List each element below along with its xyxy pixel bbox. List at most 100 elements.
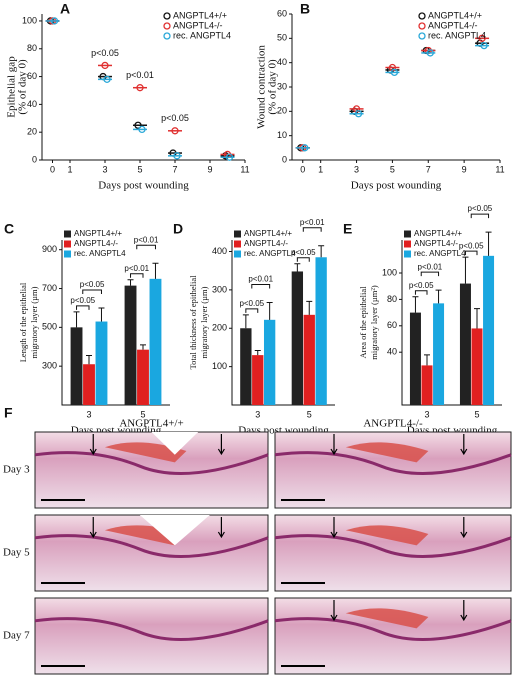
error-bar [98, 307, 105, 322]
y-tick-label: 40 [387, 347, 397, 357]
legend-label: ANGPTL4+/+ [414, 229, 462, 238]
scab [345, 608, 429, 629]
panel-label: C [4, 221, 14, 237]
y-tick-label: 100 [22, 15, 37, 25]
y-tick-label: 0 [32, 154, 37, 164]
y-tick-label: 100 [212, 361, 227, 371]
x-tick-label: 7 [172, 164, 177, 174]
significance-bracket [82, 289, 102, 294]
legend-label: rec. ANGPTL4 [74, 249, 126, 258]
x-tick-label: 3 [102, 164, 107, 174]
legend-label: ANGPTL4+/+ [173, 10, 227, 20]
x-tick-label: 7 [426, 164, 431, 174]
bar [303, 314, 315, 405]
error-bar [412, 296, 419, 313]
legend-label: rec. ANGPTL4 [414, 249, 466, 258]
y-tick-label: 20 [277, 106, 287, 116]
legend-swatch [64, 250, 71, 258]
legend-label: rec. ANGPTL4 [173, 30, 231, 40]
bar [149, 278, 162, 405]
legend-label: ANGPTL4-/- [428, 20, 478, 30]
significance-bracket [76, 305, 90, 310]
arrow [460, 434, 468, 456]
annotation: p<0.05 [468, 204, 493, 213]
column-header: ANGPTL4-/- [363, 418, 423, 430]
arrow [217, 434, 225, 456]
significance-bracket [302, 227, 322, 232]
annotation: p<0.05 [239, 299, 264, 308]
y-tick-label: 40 [27, 99, 37, 109]
x-tick-label: 1 [67, 164, 72, 174]
error-bar [474, 308, 480, 329]
x-axis-label: Days post wounding [351, 180, 442, 192]
error-bar [266, 302, 273, 320]
legend-label: rec. ANGPTL4 [244, 249, 296, 258]
annotation: p<0.05 [91, 48, 119, 58]
annotation: p<0.01 [248, 275, 273, 284]
annotation: p<0.01 [124, 264, 149, 273]
bar [483, 255, 495, 405]
legend-swatch [404, 250, 411, 258]
annotation: p<0.01 [418, 262, 443, 271]
scab [104, 442, 187, 463]
gap [139, 515, 210, 546]
bar [70, 327, 83, 405]
y-tick-label: 200 [212, 323, 227, 333]
significance-bracket [470, 213, 490, 219]
x-tick-label: 11 [240, 164, 249, 174]
bar [291, 271, 304, 405]
y-tick-label: 30 [277, 81, 287, 91]
error-bar [435, 289, 442, 304]
x-tick-label: 5 [390, 164, 395, 174]
annotation: p<0.05 [291, 248, 316, 257]
legend-marker [163, 12, 171, 20]
epidermis [274, 534, 512, 558]
bar [83, 364, 95, 405]
y-tick-label: 500 [42, 322, 57, 332]
column-header: ANGPTL4+/+ [119, 418, 183, 430]
panel-label: B [300, 1, 310, 17]
legend-marker [163, 32, 171, 40]
arrow [460, 517, 468, 539]
legend-swatch [234, 240, 241, 248]
panel-label: E [343, 221, 352, 237]
y-tick-label: 20 [27, 127, 37, 137]
arrow [460, 600, 468, 622]
legend-label: ANGPTL4+/+ [244, 229, 292, 238]
bar [315, 257, 327, 405]
bar [433, 303, 445, 405]
bar [252, 355, 264, 405]
y-tick-label: 50 [277, 33, 287, 43]
legend-marker [163, 22, 171, 30]
panel-label: F [4, 405, 13, 421]
y-tick-label: 300 [42, 361, 57, 371]
scab [345, 525, 429, 546]
bar [137, 349, 149, 405]
legend-marker [418, 32, 426, 40]
row-label: Day 3 [3, 464, 30, 476]
legend-label: ANGPTL4-/- [244, 239, 288, 248]
significance-bracket [130, 273, 144, 278]
x-tick-label: 9 [462, 164, 467, 174]
x-axis-label: Days post wounding [98, 180, 189, 192]
y-tick-label: 900 [42, 244, 57, 254]
annotation: p<0.01 [300, 218, 325, 227]
panel-label: D [173, 221, 183, 237]
x-tick-label: 5 [474, 409, 479, 419]
x-tick-label: 3 [86, 409, 91, 419]
annotation: p<0.05 [161, 113, 189, 123]
arrow [89, 434, 97, 456]
legend-label: ANGPTL4+/+ [428, 10, 482, 20]
y-axis-label: migratory layer (µm) [199, 286, 209, 358]
legend-swatch [234, 230, 241, 238]
y-tick-label: 60 [387, 320, 397, 330]
x-tick-label: 3 [255, 409, 260, 419]
epidermis [274, 617, 512, 641]
legend-label: rec. ANGPTL4 [428, 30, 486, 40]
y-tick-label: 60 [27, 71, 37, 81]
x-tick-label: 5 [137, 164, 142, 174]
error-bar [242, 314, 249, 329]
arrow [330, 600, 338, 622]
bar [124, 285, 137, 405]
significance-bracket [245, 308, 259, 313]
